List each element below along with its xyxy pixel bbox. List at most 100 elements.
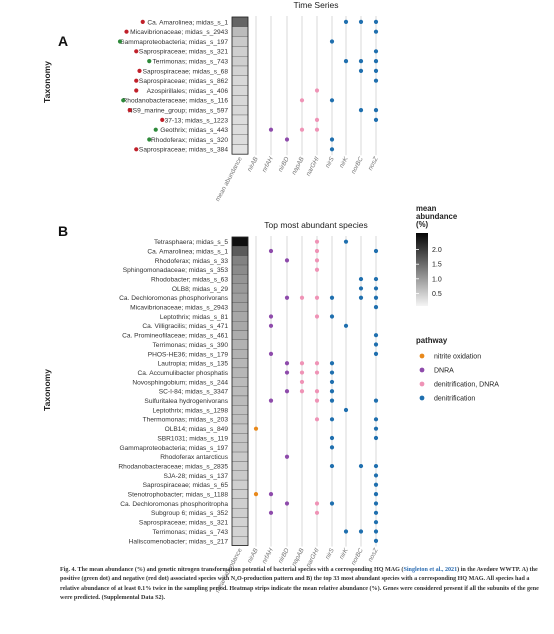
- row-label: Novosphingobium; midas_s_244: [132, 379, 228, 386]
- column-label: nirBD: [277, 156, 291, 174]
- caption-lead: Fig. 4.: [60, 567, 77, 573]
- row-label: Micavibrionaceae; midas_s_2943: [130, 29, 228, 36]
- legend-abundance-tick: 1.5: [432, 262, 442, 269]
- gene-dot-norBC: [358, 295, 364, 300]
- row-label: Saprospiraceae; midas_s_384: [139, 147, 228, 154]
- gene-dot-nosZ: [373, 305, 379, 310]
- gene-dot-nirBD: [284, 137, 290, 142]
- row-label: 37-13; midas_s_1223: [165, 117, 229, 124]
- column-label: nirS: [324, 155, 336, 169]
- column-label: nirK: [338, 547, 350, 561]
- column-label: mean abundance: [214, 155, 244, 202]
- positive-association-dot: [117, 39, 123, 44]
- heatmap-cell: [231, 114, 249, 125]
- negative-association-dot: [124, 29, 129, 34]
- gene-dot-nirS: [329, 501, 335, 506]
- legend-pathway-label: denitrification: [434, 396, 475, 403]
- heatmap-cell: [231, 405, 249, 415]
- heatmap-cell: [231, 236, 249, 247]
- row-label: Ca. Dechloromonas phosphorivorans: [119, 295, 229, 302]
- row-label: OLB14; midas_s_849: [165, 426, 229, 433]
- gene-dot-nirK: [343, 19, 349, 24]
- row-label: Rhodobacter; midas_s_63: [151, 276, 228, 283]
- gene-dot-nosZ: [373, 59, 379, 64]
- gene-dot-nirBD: [284, 454, 290, 459]
- gene-dot-nosZ: [373, 295, 379, 300]
- gene-dot-nrfAH: [268, 398, 274, 403]
- gene-dot-narGHI: [314, 398, 320, 403]
- caption-ref[interactable]: Singleton et al., 2021: [403, 567, 458, 573]
- heatmap-cell: [231, 26, 249, 37]
- gene-dot-norBC: [358, 108, 364, 113]
- gene-dot-nrfAH: [268, 314, 274, 319]
- row-label: Azospirillales; midas_s_406: [147, 88, 229, 95]
- gene-dot-nirK: [343, 239, 349, 244]
- heatmap-cell: [231, 144, 249, 155]
- gene-dot-nirBD: [284, 389, 290, 394]
- gene-dot-nirK: [343, 323, 349, 328]
- heatmap-cell: [231, 95, 249, 106]
- caption-part2: ) in the Avedøre WWTP. A) the positive (…: [60, 567, 539, 601]
- negative-association-dot: [134, 78, 139, 83]
- gene-dot-napAB: [299, 370, 305, 375]
- gene-dot-napAB: [299, 295, 305, 300]
- gene-dot-nirBD: [284, 361, 290, 366]
- gene-dot-nosZ: [373, 520, 379, 525]
- row-label: Rhodoferax antarcticus: [160, 454, 229, 461]
- heatmap-cell: [231, 479, 249, 490]
- row-label: Subgroup 6; midas_s_352: [151, 510, 228, 517]
- heatmap-cell: [231, 274, 249, 284]
- row-label: Ca. Promineofilaceae; midas_s_461: [122, 333, 228, 340]
- gene-dot-nirS: [329, 295, 335, 300]
- column-label: nirBD: [277, 547, 291, 565]
- gene-dot-nosZ: [373, 482, 379, 487]
- gene-dot-narGHI: [314, 389, 320, 394]
- row-label: Saprospiraceae; midas_s_65: [143, 482, 229, 489]
- gene-dot-nirS: [329, 370, 335, 375]
- gene-dot-narGHI: [314, 501, 320, 506]
- gene-dot-nosZ: [373, 248, 379, 254]
- gene-dot-nrfAH: [268, 492, 274, 497]
- gene-dot-nosZ: [373, 78, 379, 83]
- gene-dot-narGHI: [314, 510, 320, 515]
- row-label: Sphingomonadaceae; midas_s_353: [123, 267, 229, 274]
- row-label: Terrimonas; midas_s_743: [153, 59, 229, 66]
- heatmap-cell: [231, 423, 249, 434]
- positive-association-dot: [147, 137, 152, 142]
- panel-title: Time Series: [293, 0, 338, 10]
- heatmap-cell: [231, 330, 249, 341]
- row-label: Thermomonas; midas_s_203: [143, 417, 229, 424]
- row-label: Leptothrix; midas_s_81: [160, 314, 229, 321]
- gene-dot-nosZ: [373, 492, 379, 497]
- heatmap-cell: [231, 498, 249, 509]
- heatmap-cell: [231, 105, 249, 116]
- gene-dot-narGHI: [314, 117, 320, 122]
- gene-dot-nirBD: [284, 370, 290, 375]
- gene-dot-narGHI: [314, 295, 320, 300]
- gene-dot-napAB: [299, 98, 305, 103]
- row-label: SBR1031; midas_s_119: [157, 435, 228, 442]
- panel-letter: A: [58, 33, 68, 49]
- heatmap-cell: [231, 75, 249, 86]
- row-label: OLB8; midas_s_29: [172, 286, 228, 293]
- gene-dot-nrfAH: [268, 248, 274, 254]
- legend-abundance-bar: [416, 233, 428, 306]
- gene-dot-nirS: [329, 137, 335, 142]
- gene-dot-nirBD: [284, 501, 290, 506]
- heatmap-cell: [231, 461, 249, 471]
- legend-pathway-label: denitrification, DNRA: [434, 382, 499, 389]
- gene-dot-nrfAH: [268, 127, 274, 132]
- column-label: nosZ: [367, 155, 380, 172]
- heatmap-cell: [231, 264, 249, 275]
- gene-dot-narGHI: [314, 361, 320, 366]
- row-label: Ca. Accumulibacter phosphatis: [137, 370, 228, 377]
- legend-pathway-label: nitrite oxidation: [434, 354, 481, 361]
- gene-dot-nirK: [343, 529, 349, 534]
- gene-dot-nirBD: [284, 295, 290, 300]
- gene-dot-norBC: [358, 276, 364, 282]
- gene-dot-nosZ: [373, 417, 379, 422]
- gene-dot-napAB: [299, 379, 305, 385]
- row-label: Leptothrix; midas_s_1298: [152, 407, 228, 414]
- heatmap-cell: [231, 433, 249, 443]
- gene-dot-nirAB: [253, 426, 259, 431]
